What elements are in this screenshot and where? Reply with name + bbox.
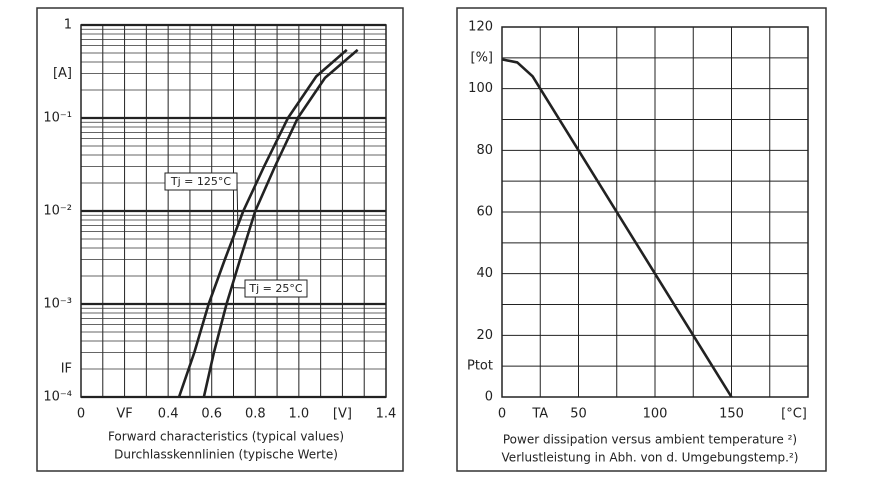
x-tick-label: 0.6 — [201, 407, 222, 422]
series-line — [204, 50, 358, 397]
y-tick-label: 120 — [468, 20, 493, 35]
left-panel — [37, 8, 403, 471]
y-tick-label: 10⁻² — [43, 204, 72, 219]
y-tick-label: IF — [61, 362, 72, 377]
series-label: Tj = 25°C — [248, 282, 302, 295]
x-tick-label: 100 — [643, 407, 668, 422]
x-tick-label: TA — [531, 407, 548, 422]
caption: Forward characteristics (typical values) — [108, 430, 344, 444]
y-tick-label: 10⁻⁴ — [43, 390, 72, 405]
y-tick-label: 40 — [476, 266, 493, 281]
x-tick-label: 1.4 — [376, 407, 397, 422]
x-unit: [°C] — [781, 407, 807, 422]
x-tick-label: 0.8 — [245, 407, 266, 422]
y-tick-label: 0 — [485, 390, 493, 405]
y-tick-label: 1 — [64, 18, 72, 33]
y-tick-label: 100 — [468, 81, 493, 96]
x-tick-label: 50 — [570, 407, 587, 422]
x-tick-label: 0.4 — [158, 407, 179, 422]
series-line — [179, 50, 347, 397]
x-tick-label: 0 — [77, 407, 85, 422]
y-tick-label: 60 — [476, 205, 493, 220]
right-panel — [457, 8, 826, 471]
y-tick-label: [%] — [471, 50, 494, 65]
y-tick-label: 20 — [476, 328, 493, 343]
x-tick-label: VF — [116, 407, 132, 422]
y-tick-label: Ptot — [467, 359, 493, 374]
y-tick-label: 10⁻³ — [43, 297, 72, 312]
x-tick-label: 0 — [498, 407, 506, 422]
y-tick-label: [A] — [53, 66, 72, 81]
y-tick-label: 10⁻¹ — [43, 111, 72, 126]
x-tick-label: 150 — [719, 407, 744, 422]
x-tick-label: [V] — [333, 407, 352, 422]
caption: Durchlasskennlinien (typische Werte) — [114, 448, 338, 462]
x-tick-label: 1.0 — [289, 407, 310, 422]
caption: Verlustleistung in Abh. von d. Umgebungs… — [502, 451, 799, 465]
series-label: Tj = 125°C — [170, 175, 231, 188]
y-tick-label: 80 — [476, 143, 493, 158]
caption: Power dissipation versus ambient tempera… — [503, 433, 797, 447]
